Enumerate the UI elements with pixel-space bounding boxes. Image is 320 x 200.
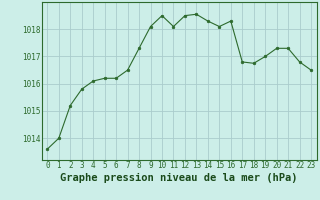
X-axis label: Graphe pression niveau de la mer (hPa): Graphe pression niveau de la mer (hPa) <box>60 173 298 183</box>
